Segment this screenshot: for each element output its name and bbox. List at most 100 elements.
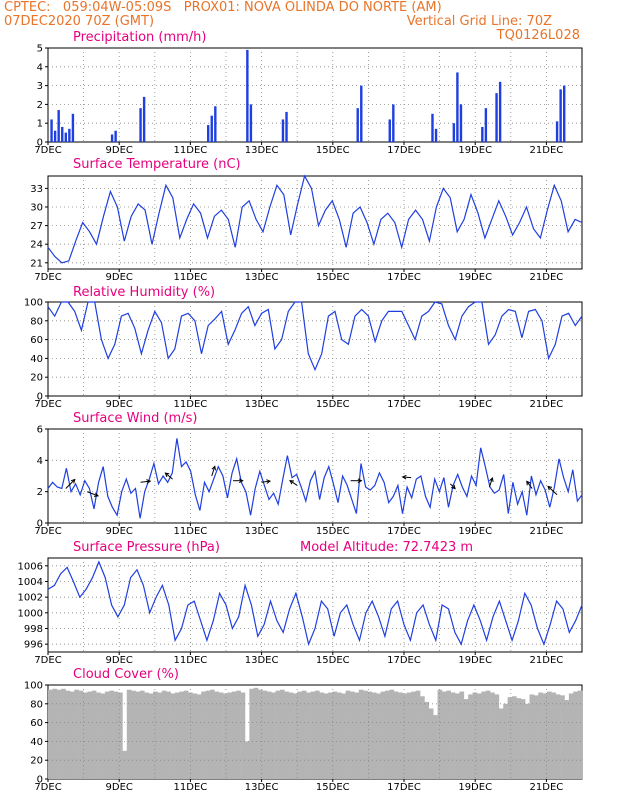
chart5-cloud-bar-89 (437, 689, 443, 779)
chart0-bar-8 (114, 130, 117, 142)
chart5-cloud-bar-93 (455, 693, 460, 779)
chart0-ytick-4: 4 (37, 62, 43, 73)
header-code: TQ0126L028 (496, 28, 580, 43)
chart5-cloud-bar-80 (398, 692, 403, 779)
chart2-xtick-1: 9DEC (106, 399, 133, 410)
chart5-cloud-bar-84 (415, 690, 421, 779)
chart5-cloud-bar-40 (223, 693, 228, 779)
chart5-cloud-bar-114 (546, 691, 552, 779)
chart5-xtick-5: 17DEC (387, 782, 421, 793)
chart5-cloud-bar-110 (529, 694, 535, 779)
chart4-xtick-0: 7DEC (34, 655, 61, 666)
chart5-cloud-bar-65 (332, 691, 338, 779)
chart4-xtick-1: 9DEC (106, 655, 133, 666)
wind-arrow-3 (165, 472, 173, 480)
chart0-bar-32 (559, 89, 562, 142)
chart1-xtick-2: 11DEC (174, 272, 208, 283)
chart0-bar-26 (459, 104, 463, 142)
chart0-bar-9 (139, 108, 142, 142)
wind-arrow-11 (488, 477, 493, 488)
chart4-ytick-4: 1004 (18, 577, 43, 588)
chart5-cloud-bar-120 (573, 691, 578, 779)
chart5-cloud-bar-74 (371, 692, 377, 779)
header-date: 07DEC2020 70Z (GMT) (4, 14, 155, 29)
chart5-cloud-bar-78 (389, 689, 395, 779)
wind-arrow-9 (402, 476, 412, 479)
chart5-cloud-bar-42 (231, 691, 237, 779)
chart5-cloud-bar-96 (468, 694, 473, 779)
chart5-cloud-bar-49 (262, 690, 268, 779)
chart4-xtick-5: 17DEC (387, 655, 421, 666)
chart5-cloud-bar-117 (560, 695, 565, 779)
header-location: CPTEC: 059:04W-05:09S PROX01: NOVA OLIND… (4, 0, 442, 15)
chart5-ytick-2: 40 (30, 737, 43, 748)
chart5-cloud-bar-15 (113, 691, 119, 779)
chart0-xtick-5: 17DEC (387, 145, 421, 156)
chart5-cloud-bar-61 (315, 690, 320, 779)
wind-arrowhead-10 (451, 484, 456, 490)
chart5-cloud-bar-119 (568, 693, 574, 779)
chart1-xtick-4: 15DEC (316, 272, 350, 283)
chart2-xtick-0: 7DEC (34, 399, 61, 410)
chart4-xtick-6: 19DEC (458, 655, 492, 666)
chart0-xtick-2: 11DEC (174, 145, 208, 156)
chart5-cloud-bar-111 (533, 695, 539, 779)
chart0-frame (47, 47, 583, 143)
chart5-cloud-bar-3 (61, 688, 66, 779)
chart5-cloud-bar-34 (196, 694, 202, 779)
wind-arrow-7 (289, 480, 298, 486)
chart0-bar-18 (356, 108, 359, 142)
chart5-cloud-bar-44 (240, 692, 246, 779)
wind-arrowhead-1 (93, 492, 99, 497)
chart3-series-line (47, 438, 583, 519)
chart4-ytick-3: 1002 (18, 593, 43, 604)
chart3-xtick-2: 11DEC (174, 526, 208, 537)
chart5-cloud-bar-13 (104, 691, 110, 779)
chart2-series-line (47, 301, 583, 372)
chart5-cloud-bar-29 (174, 692, 180, 779)
chart0-ytick-2: 2 (37, 100, 43, 111)
chart5-cloud-bar-39 (218, 692, 224, 779)
chart5-cloud-bar-46 (249, 688, 255, 779)
chart0-bar-29 (495, 93, 498, 142)
chart2-ytick-1: 20 (30, 373, 43, 384)
chart2-xtick-6: 19DEC (458, 399, 492, 410)
chart5-ytick-0: 0 (37, 775, 43, 786)
chart5-cloud-bar-68 (345, 690, 351, 779)
chart5-cloud-bar-98 (476, 693, 482, 779)
chart5-cloud-bar-45 (244, 741, 250, 779)
chart0-bar-28 (484, 108, 488, 142)
chart5-xtick-1: 9DEC (106, 782, 133, 793)
chart0-ytick-3: 3 (37, 81, 43, 92)
chart4-ytick-0: 996 (24, 640, 43, 651)
chart5-cloud-bar-0 (48, 689, 53, 779)
chart5-cloud-bar-103 (498, 708, 504, 779)
chart0-bar-24 (452, 123, 456, 142)
chart2-xtick-4: 15DEC (316, 399, 350, 410)
chart5-cloud-bar-21 (139, 690, 145, 779)
chart5-cloud-bar-38 (214, 691, 220, 779)
chart0-bar-25 (456, 72, 459, 142)
chart5-xtick-2: 11DEC (174, 782, 208, 793)
chart5-cloud-bar-51 (271, 692, 276, 779)
chart0-bar-15 (249, 104, 253, 142)
chart0-bar-3 (61, 126, 64, 142)
chart5-cloud-bar-2 (56, 689, 62, 779)
chart5-cloud-bar-53 (279, 689, 285, 779)
wind-arrowhead-8 (357, 478, 363, 484)
chart5-cloud-bar-60 (310, 691, 316, 779)
chart0-ytick-1: 1 (37, 119, 43, 130)
chart3-xtick-0: 7DEC (34, 526, 61, 537)
chart5-cloud-bar-48 (258, 689, 263, 779)
wind-arrowhead-7 (289, 480, 295, 485)
chart5-cloud-bar-67 (341, 693, 346, 779)
chart5-cloud-bar-105 (507, 697, 513, 779)
chart5-cloud-bar-36 (205, 690, 211, 779)
chart1-xtick-5: 17DEC (387, 272, 421, 283)
wind-arrow-0 (65, 479, 76, 489)
chart5-cloud-bar-92 (450, 692, 456, 779)
chart5-cloud-bar-104 (503, 703, 508, 779)
chart3-xtick-6: 19DEC (458, 526, 492, 537)
chart5-cloud-bar-91 (446, 690, 451, 779)
chart5-cloud-bar-81 (402, 693, 408, 779)
